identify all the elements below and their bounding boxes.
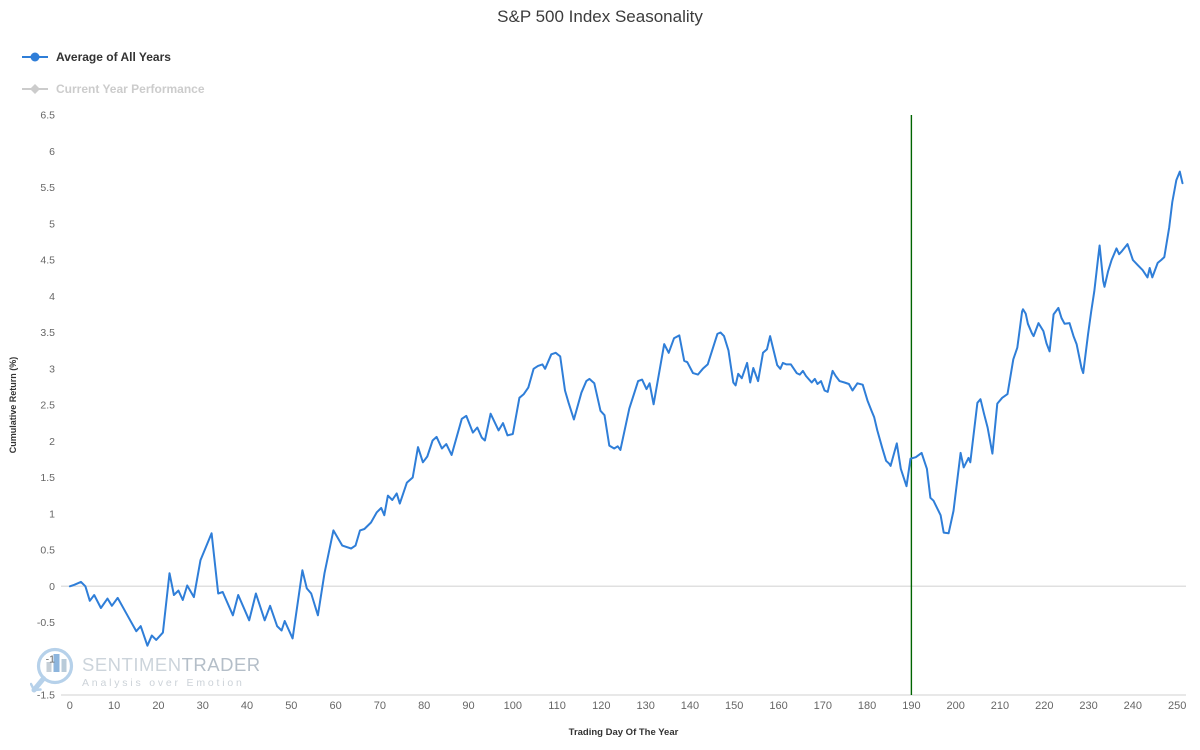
brand-tagline: Analysis over Emotion [82, 677, 245, 689]
legend: Average of All Years Current Year Perfor… [20, 47, 205, 111]
y-tick-label: 3 [49, 363, 55, 375]
legend-item-current-year-performance[interactable]: Current Year Performance [20, 79, 205, 99]
x-tick-label: 40 [241, 700, 253, 712]
y-tick-label: 6.5 [40, 110, 55, 122]
x-tick-label: 240 [1124, 700, 1142, 712]
x-tick-label: 200 [947, 700, 965, 712]
y-tick-label: 1 [49, 508, 55, 520]
x-tick-label: 120 [592, 700, 610, 712]
x-tick-label: 0 [67, 700, 73, 712]
x-tick-label: 30 [197, 700, 209, 712]
y-axis-title: Cumulative Return (%) [8, 357, 18, 454]
sentimentrader-logo-icon [30, 647, 74, 693]
y-tick-label: 5 [49, 218, 55, 230]
y-tick-label: 6 [49, 146, 55, 158]
x-tick-label: 250 [1168, 700, 1186, 712]
watermark: SENTIMENTRADER Analysis over Emotion [30, 643, 261, 701]
y-tick-label: 1.5 [40, 472, 55, 484]
y-tick-label: 5.5 [40, 182, 55, 194]
y-tick-label: -1.5 [37, 690, 55, 702]
legend-label-average: Average of All Years [56, 50, 171, 64]
x-tick-label: 220 [1035, 700, 1053, 712]
y-tick-label: 4 [49, 291, 55, 303]
y-tick-label: 2 [49, 436, 55, 448]
y-tick-label: 0.5 [40, 545, 55, 557]
brand-first: SENTIMEN [82, 654, 182, 675]
watermark-text: SENTIMENTRADER Analysis over Emotion [82, 655, 261, 690]
x-tick-label: 60 [329, 700, 341, 712]
line-circle-marker-icon [22, 52, 48, 62]
y-tick-label: -1 [46, 653, 55, 665]
x-tick-label: 80 [418, 700, 430, 712]
x-tick-label: 70 [374, 700, 386, 712]
x-tick-label: 110 [548, 700, 566, 712]
legend-item-average-of-all-years[interactable]: Average of All Years [20, 47, 205, 67]
x-tick-label: 100 [504, 700, 522, 712]
legend-label-current-year: Current Year Performance [56, 82, 205, 96]
series-line-average-of-all-years[interactable] [68, 170, 1184, 647]
brand-text: SENTIMENTRADER [82, 655, 261, 675]
x-tick-label: 160 [769, 700, 787, 712]
x-tick-label: 140 [681, 700, 699, 712]
x-tick-label: 130 [636, 700, 654, 712]
y-tick-label: 4.5 [40, 255, 55, 267]
y-tick-label: -0.5 [37, 617, 55, 629]
x-tick-label: 210 [991, 700, 1009, 712]
x-tick-label: 170 [814, 700, 832, 712]
chart-title: S&P 500 Index Seasonality [497, 7, 703, 26]
x-tick-label: 90 [462, 700, 474, 712]
y-tick-label: 3.5 [40, 327, 55, 339]
x-tick-label: 20 [152, 700, 164, 712]
legend-circle-icon [30, 52, 40, 62]
x-tick-label: 180 [858, 700, 876, 712]
y-tick-label: 2.5 [40, 400, 55, 412]
legend-diamond-icon [30, 84, 40, 94]
x-tick-label: 150 [725, 700, 743, 712]
brand-second: TRADER [181, 654, 261, 675]
y-tick-label: 0 [49, 581, 55, 593]
x-axis-title: Trading Day Of The Year [569, 727, 679, 738]
x-tick-label: 190 [902, 700, 920, 712]
x-tick-label: 10 [108, 700, 120, 712]
line-diamond-marker-icon [22, 84, 48, 94]
x-tick-label: 50 [285, 700, 297, 712]
x-tick-label: 230 [1079, 700, 1097, 712]
